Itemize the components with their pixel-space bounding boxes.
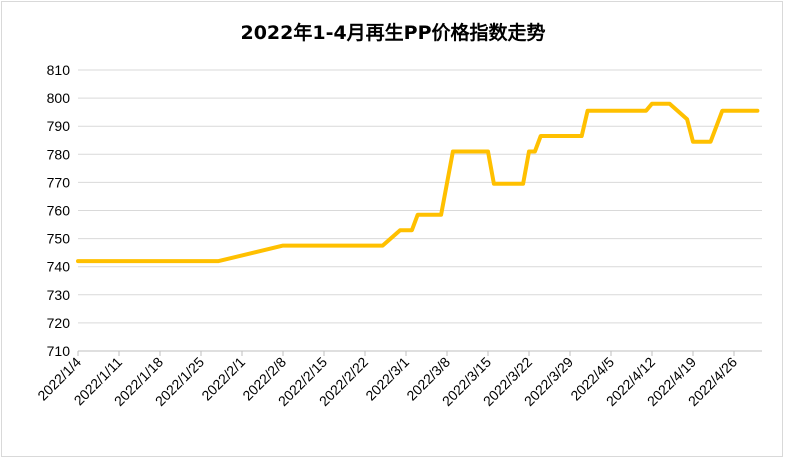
y-tick-label: 760 <box>47 203 71 219</box>
y-axis-tick-labels: 710 720 730 740 750 760 770 780 790 800 810 <box>47 62 71 359</box>
x-tick-label: 2022/2/1 <box>198 354 248 404</box>
y-tick-label: 780 <box>47 146 71 162</box>
y-tick-label: 790 <box>47 118 71 134</box>
x-axis-tick-labels: 2022/1/42022/1/112022/1/182022/1/252022/… <box>34 354 740 410</box>
gridlines <box>78 69 762 324</box>
y-tick-label: 710 <box>47 343 71 359</box>
y-tick-label: 770 <box>47 174 71 190</box>
y-tick-label: 800 <box>47 90 71 106</box>
x-tick-label: 2022/3/1 <box>362 354 412 404</box>
y-tick-label: 720 <box>47 315 71 331</box>
y-tick-label: 810 <box>47 62 71 78</box>
y-tick-label: 730 <box>47 287 71 303</box>
axes <box>77 350 762 356</box>
series-layer <box>76 101 760 264</box>
series-line <box>76 101 760 264</box>
y-tick-label: 750 <box>47 231 71 247</box>
y-tick-label: 740 <box>47 259 71 275</box>
chart-title: 2022年1-4月再生PP价格指数走势 <box>240 22 546 44</box>
